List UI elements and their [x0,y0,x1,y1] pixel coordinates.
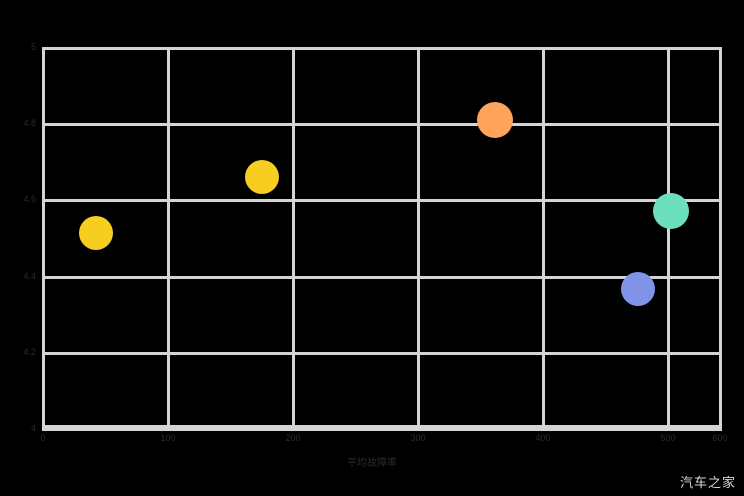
x-tick-label-300: 300 [410,433,426,443]
gridline-horizontal-4 [42,425,722,428]
y-tick-label-4-6: 4.6 [23,194,36,204]
gridline-horizontal-5 [42,47,722,50]
y-tick-label-4-2: 4.2 [23,347,36,357]
x-tick-label-0: 0 [40,433,46,443]
gridline-vertical-500 [667,47,670,428]
gridline-horizontal-4-2 [42,352,722,355]
plot-area [42,47,722,428]
gridline-horizontal-4-8 [42,123,722,126]
data-point-4[interactable] [653,193,689,229]
y-tick-label-4-8: 4.8 [23,118,36,128]
x-axis-title: 平均故障率 [347,458,397,469]
gridline-vertical-200 [292,47,295,428]
y-axis-line [42,47,45,428]
x-tick-label-100: 100 [160,433,176,443]
gridline-vertical-300 [417,47,420,428]
y-tick-label-5: 5 [30,42,36,52]
data-point-3[interactable] [477,102,513,138]
gridline-vertical-100 [167,47,170,428]
gridline-vertical-600 [719,47,722,428]
watermark: 汽车之家 [679,476,736,491]
y-tick-label-4: 4 [30,423,36,433]
y-axis-tick-labels: 5 4.8 4.6 4.4 4.2 4 [0,0,36,496]
gridline-horizontal-4-6 [42,199,722,202]
data-point-1[interactable] [79,216,113,250]
x-tick-label-200: 200 [285,433,301,443]
x-tick-label-600: 600 [712,433,728,443]
y-tick-label-4-4: 4.4 [23,271,36,281]
x-axis-line [42,428,722,431]
x-tick-label-400: 400 [535,433,551,443]
gridline-horizontal-4-4 [42,276,722,279]
data-point-5[interactable] [621,272,655,306]
data-point-2[interactable] [245,160,279,194]
x-tick-label-500: 500 [660,433,676,443]
gridline-vertical-400 [542,47,545,428]
